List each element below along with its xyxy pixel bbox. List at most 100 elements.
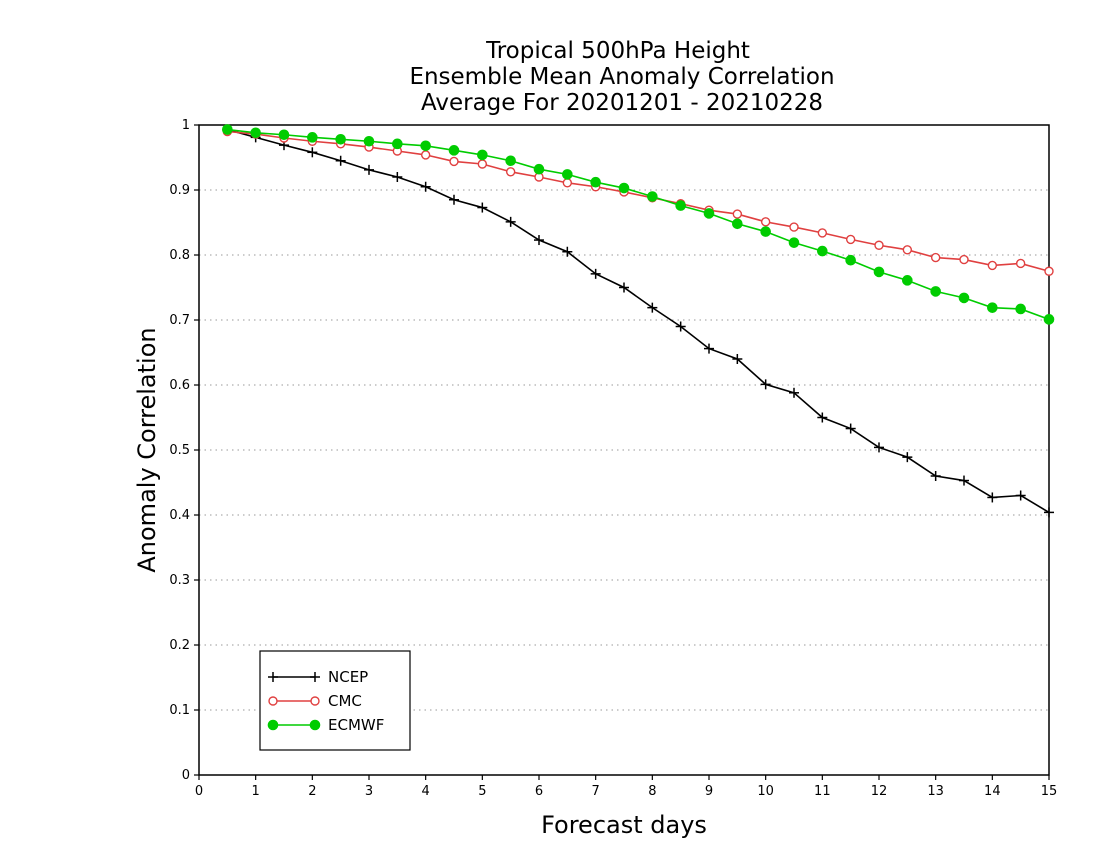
data-point-ncep (392, 172, 403, 182)
data-point-ncep (789, 387, 799, 398)
x-tick-label: 2 (308, 784, 316, 799)
data-point-ecmwf (618, 182, 630, 194)
x-tick-label: 12 (871, 784, 888, 799)
data-point-cmc (1044, 266, 1054, 276)
data-point-ncep (420, 181, 431, 192)
data-point-cmc (562, 178, 573, 188)
x-tick-label: 8 (648, 784, 656, 799)
data-point-ecmwf (930, 286, 941, 297)
data-point-ncep (335, 155, 346, 166)
y-axis-title: Anomaly Correlation (133, 327, 161, 572)
legend-label-ecmwf: ECMWF (328, 716, 384, 734)
data-point-ecmwf (873, 266, 885, 278)
y-tick-label: 0.3 (169, 573, 190, 588)
legend-marker-ecmwf (309, 719, 321, 731)
data-point-ncep (505, 216, 516, 227)
legend: NCEP CMC ECMWF (259, 650, 411, 751)
x-axis-title: Forecast days (541, 811, 707, 839)
data-point-cmc (789, 222, 799, 232)
data-point-ecmwf (250, 127, 261, 139)
x-tick-label: 15 (1041, 784, 1058, 799)
series-line-ncep (227, 128, 1050, 514)
data-point-cmc (505, 167, 516, 177)
data-point-cmc (449, 156, 459, 167)
title-line-1: Tropical 500hPa Height (485, 38, 750, 64)
data-point-cmc (845, 234, 856, 245)
series-line-ecmwf (227, 128, 1050, 321)
legend-marker-cmc (268, 696, 278, 706)
title-line-3: Average For 20201201 - 20210228 (421, 90, 823, 116)
data-point-ncep (619, 282, 629, 293)
data-point-ecmwf (845, 254, 856, 266)
x-tick-label: 11 (814, 784, 831, 799)
data-point-ecmwf (732, 218, 743, 230)
x-tick-label: 0 (195, 784, 203, 799)
data-point-ecmwf (505, 155, 516, 167)
legend-label-cmc: CMC (328, 692, 362, 710)
data-point-ncep (1044, 507, 1054, 518)
data-point-ncep (1015, 490, 1026, 501)
data-point-ecmwf (420, 140, 431, 152)
data-point-ecmwf (222, 124, 233, 135)
data-point-ncep (477, 202, 488, 213)
x-tick-label: 10 (757, 784, 774, 799)
data-point-ecmwf (590, 176, 601, 188)
data-point-ecmwf (363, 135, 375, 147)
data-point-ncep (364, 164, 374, 175)
y-tick-label: 1 (182, 118, 190, 133)
series-ecmwf (222, 124, 1055, 325)
data-point-cmc (874, 240, 884, 250)
data-point-ncep (930, 471, 941, 481)
axis-ticks: 00.10.20.30.40.50.60.70.80.910 1 2 3 4 5 6 7 8 9 1… (169, 118, 1057, 799)
x-tick-label: 6 (535, 784, 543, 799)
y-tick-label: 0.2 (169, 638, 190, 653)
legend-entry-ecmwf: ECMWF (267, 716, 384, 734)
data-point-ncep (590, 268, 601, 279)
data-point-ecmwf (760, 226, 771, 237)
legend-marker-cmc (310, 696, 320, 706)
data-point-ncep (307, 147, 318, 158)
data-point-ecmwf (307, 132, 318, 143)
data-point-ncep (760, 379, 771, 390)
data-point-ecmwf (448, 145, 460, 156)
data-point-ncep (449, 194, 459, 205)
data-point-ncep (562, 246, 573, 257)
data-point-ecmwf (562, 169, 573, 180)
data-point-ecmwf (477, 149, 488, 161)
data-point-cmc (817, 228, 828, 238)
chart-title: Tropical 500hPa Height Ensemble Mean Ano… (409, 38, 834, 116)
data-point-ecmwf (278, 129, 290, 141)
legend-marker-ecmwf (267, 719, 279, 731)
data-point-ncep (874, 442, 884, 453)
x-tick-label: 14 (984, 784, 1001, 799)
series-line-cmc (227, 130, 1050, 273)
data-point-cmc (420, 150, 431, 160)
x-tick-label: 3 (365, 784, 373, 799)
data-point-ecmwf (817, 245, 828, 257)
x-tick-label: 7 (592, 784, 600, 799)
data-point-cmc (477, 159, 488, 169)
data-point-ecmwf (533, 163, 545, 175)
x-tick-label: 4 (422, 784, 430, 799)
data-point-ecmwf (902, 275, 913, 286)
data-point-cmc (930, 252, 941, 263)
legend-entry-cmc: CMC (268, 692, 362, 710)
data-point-ecmwf (335, 134, 346, 145)
data-point-ncep (704, 343, 714, 354)
data-point-ecmwf (1043, 314, 1055, 325)
y-tick-label: 0.6 (169, 378, 190, 393)
data-point-ecmwf (987, 302, 998, 313)
data-point-ncep (647, 302, 658, 313)
data-point-ecmwf (392, 138, 403, 150)
data-point-ncep (817, 412, 828, 423)
data-point-cmc (959, 254, 969, 265)
legend-marker-ncep (310, 672, 320, 682)
data-point-ecmwf (1015, 303, 1026, 315)
legend-marker-ncep (268, 672, 278, 682)
data-point-ncep (987, 492, 998, 503)
x-tick-label: 5 (478, 784, 486, 799)
data-point-ncep (675, 321, 686, 332)
data-point-ncep (534, 235, 544, 246)
data-point-ecmwf (675, 200, 686, 211)
